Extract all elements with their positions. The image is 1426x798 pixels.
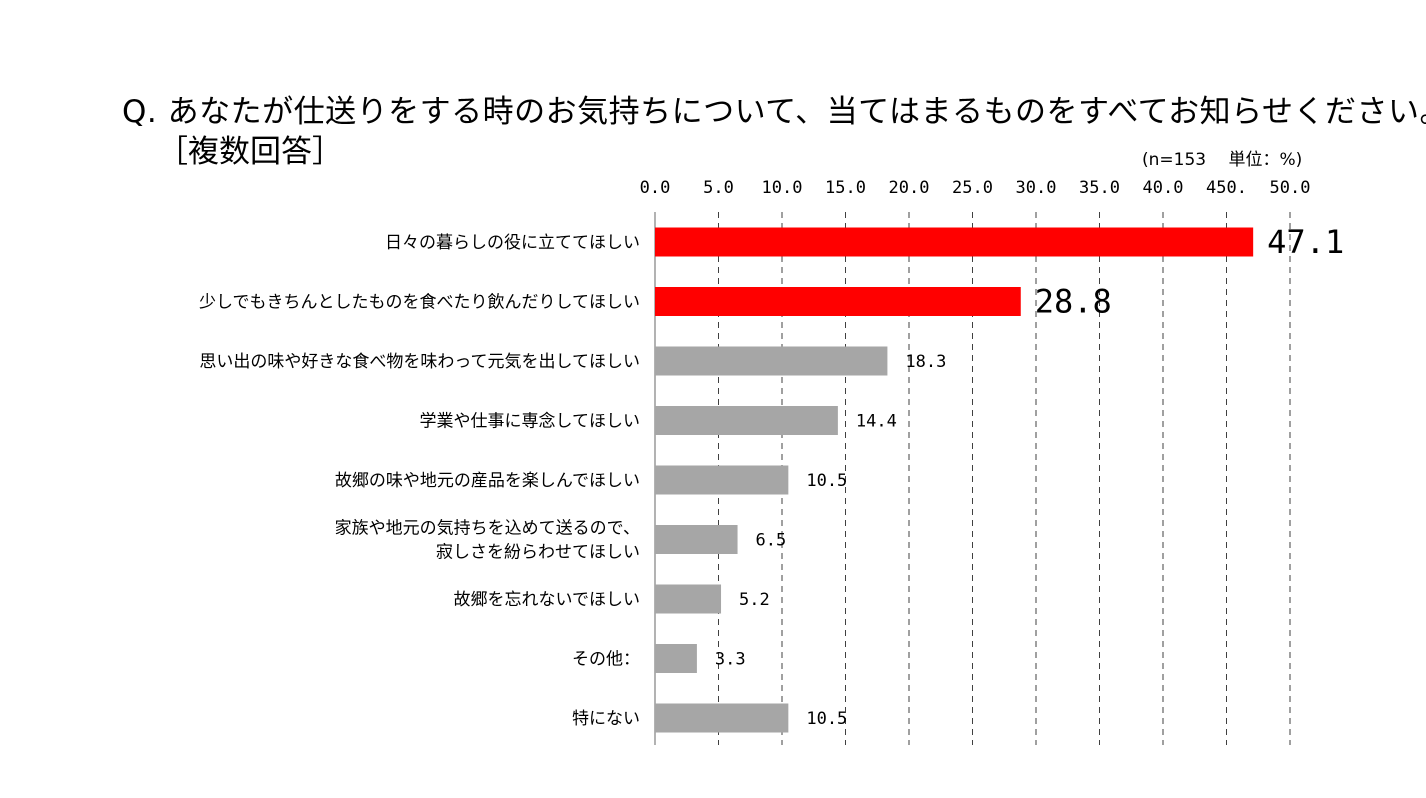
bar [655, 703, 789, 733]
category-label: 特にない [572, 709, 640, 729]
x-tick-label: 10.0 [762, 178, 803, 198]
x-tick-label: 40.0 [1143, 178, 1184, 198]
x-tick-label: 450. [1206, 178, 1247, 198]
category-label: 故郷を忘れないでほしい [454, 590, 641, 610]
data-label: 28.8 [1035, 283, 1112, 321]
bar [655, 644, 697, 673]
category-label: 思い出の味や好きな食べ物を味わって元気を出してほしい [199, 352, 640, 372]
chart-subtitle: ［複数回答］ [157, 134, 343, 170]
sample-size-note: (n=153 単位：%) [1142, 150, 1303, 170]
x-tick-label: 30.0 [1016, 178, 1057, 198]
category-label: その他： [572, 650, 640, 670]
category-label: 故郷の味や地元の産品を楽しんでほしい [335, 471, 640, 491]
category-label: 少しでもきちんとしたものを食べたり飲んだりしてほしい [199, 293, 640, 313]
x-tick-label: 5.0 [703, 178, 734, 198]
x-tick-label: 35.0 [1079, 178, 1120, 198]
bar [655, 227, 1254, 257]
data-label: 10.5 [806, 709, 847, 729]
bar [655, 406, 838, 435]
x-tick-label: 25.0 [952, 178, 993, 198]
x-tick-label: 0.0 [640, 178, 671, 198]
data-label: 3.3 [715, 650, 746, 670]
bar [655, 287, 1021, 316]
data-label: 5.2 [739, 590, 770, 610]
category-label: 日々の暮らしの役に立ててほしい [385, 233, 640, 253]
data-label: 47.1 [1267, 223, 1344, 261]
x-tick-label: 20.0 [889, 178, 930, 198]
x-tick-label: 50.0 [1270, 178, 1311, 198]
category-label: 学業や仕事に専念してほしい [420, 411, 641, 432]
data-label: 6.5 [756, 531, 787, 551]
x-tick-label: 15.0 [825, 178, 866, 198]
category-label: 寂しさを紛らわせてほしい [436, 543, 640, 563]
bar [655, 465, 789, 495]
bar [655, 525, 738, 554]
data-label: 14.4 [856, 412, 897, 432]
category-label: 家族や地元の気持ちを込めて送るので、 [335, 519, 640, 539]
chart-title: Q. あなたが仕送りをする時のお気持ちについて、当てはまるものをすべてお知らせく… [122, 94, 1426, 130]
bar [655, 584, 722, 614]
data-label: 18.3 [905, 352, 946, 372]
bar [655, 346, 888, 376]
data-label: 10.5 [806, 471, 847, 491]
